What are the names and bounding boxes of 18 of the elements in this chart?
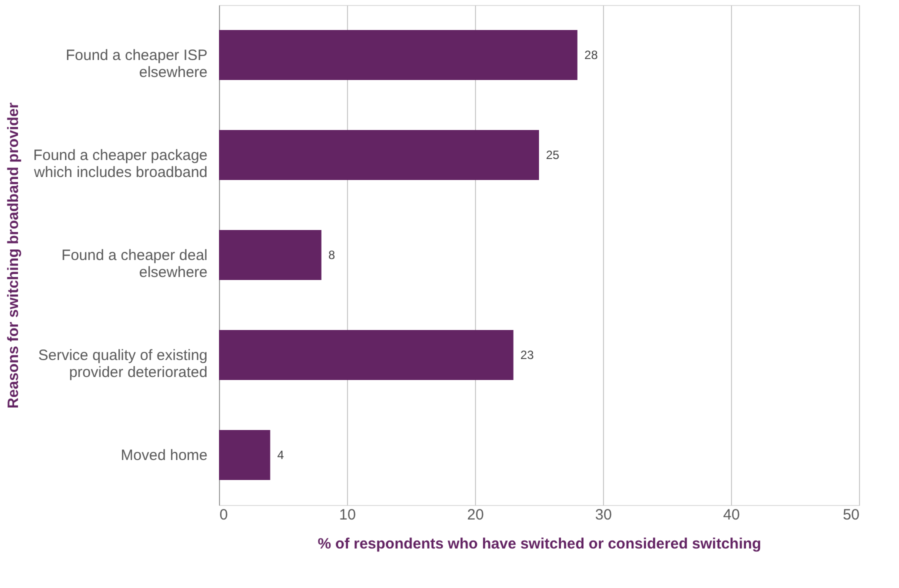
y-axis-title: Reasons for switching broadband provider: [5, 102, 22, 408]
data-label: 23: [520, 348, 534, 362]
x-tick-label: 20: [467, 506, 484, 524]
x-tick-label: 40: [723, 506, 740, 524]
y-tick-label: Found a cheaper ISP elsewhere: [66, 47, 208, 81]
data-label: 25: [546, 148, 560, 162]
y-tick-label: Moved home: [120, 447, 208, 464]
x-tick-label: 10: [339, 506, 356, 524]
x-tick-label: 30: [595, 506, 612, 524]
data-label: 4: [277, 448, 284, 462]
data-label: 8: [328, 248, 336, 262]
x-tick-label: 0: [220, 506, 228, 524]
y-tick-label: Found a cheaper package which includes broadband: [33, 147, 208, 181]
y-tick-label: Found a cheaper deal elsewhere: [62, 247, 208, 281]
y-tick-label: Service quality of existing provider deteriorated: [38, 347, 208, 381]
x-axis-title: % of respondents who have switched or considered switching: [318, 536, 762, 552]
x-tick-label: 50: [842, 506, 860, 524]
data-label: 28: [584, 48, 598, 62]
